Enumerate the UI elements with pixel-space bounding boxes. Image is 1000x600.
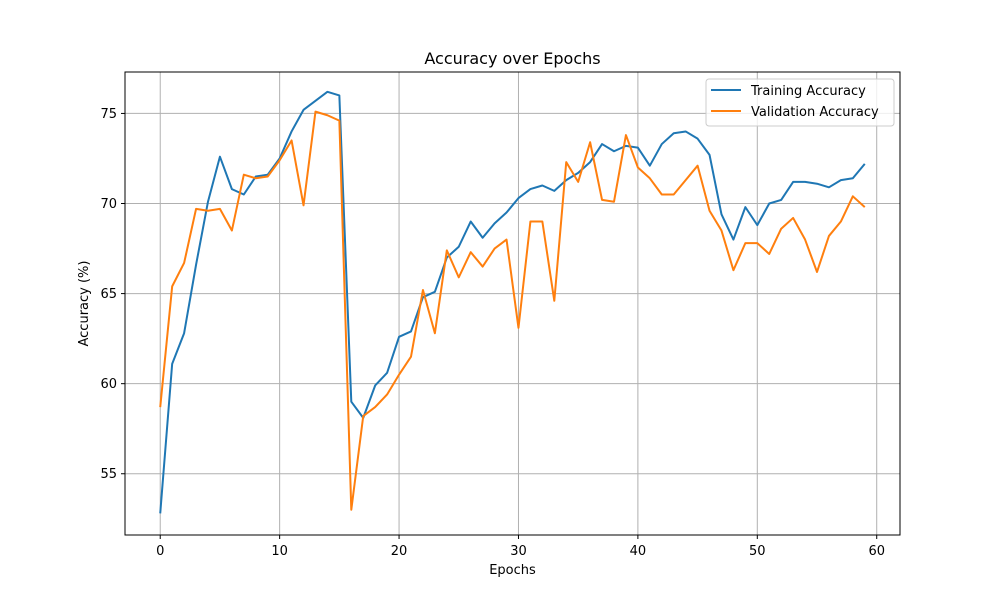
x-tick-label: 60 (868, 544, 885, 559)
axis-ticks: 0 10 20 30 40 50 60 55 60 65 70 75 (100, 107, 885, 559)
chart-title: Accuracy over Epochs (424, 49, 600, 68)
training-accuracy-line (159, 90, 866, 514)
y-tick-label: 75 (100, 107, 117, 122)
x-tick-label: 50 (749, 544, 766, 559)
x-axis-label: Epochs (489, 563, 536, 578)
y-tick-label: 65 (100, 287, 117, 302)
series-lines (159, 90, 866, 514)
validation-accuracy-line (159, 110, 866, 511)
y-axis-label: Accuracy (%) (77, 261, 92, 347)
legend-box (705, 78, 895, 127)
x-tick-label: 0 (156, 544, 164, 559)
x-tick-label: 40 (630, 544, 647, 559)
legend: Training Accuracy Validation Accuracy (705, 78, 895, 127)
x-tick-label: 30 (510, 544, 527, 559)
plot-frame (124, 71, 901, 536)
x-tick-label: 20 (391, 544, 408, 559)
x-tick-label: 10 (271, 544, 288, 559)
y-tick-label: 70 (100, 197, 117, 212)
legend-label-validation: Validation Accuracy (751, 105, 879, 120)
legend-label-training: Training Accuracy (750, 84, 866, 99)
y-tick-label: 55 (100, 467, 117, 482)
y-tick-label: 60 (100, 377, 117, 392)
